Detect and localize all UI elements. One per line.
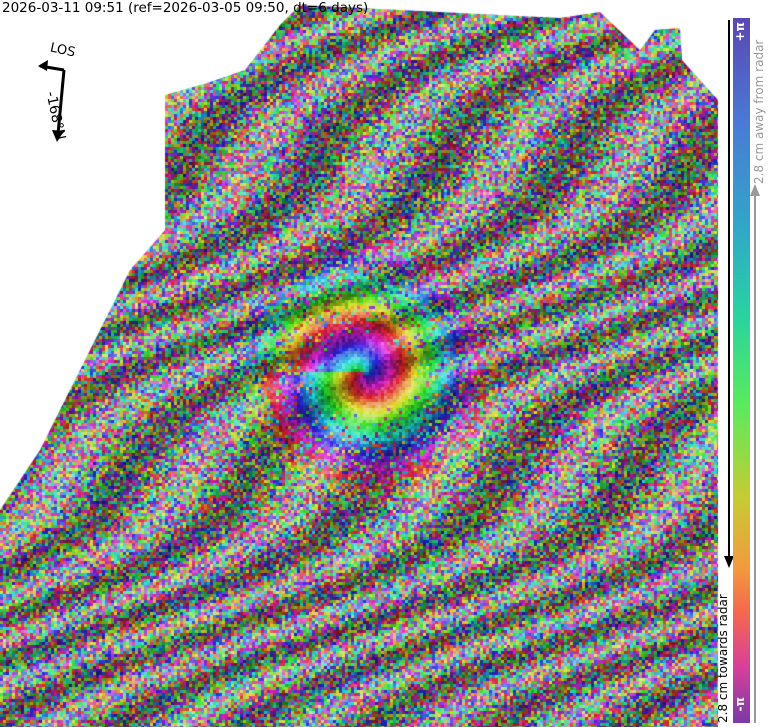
away-from-radar-label: 2.8 cm away from radar [752,39,766,184]
colorbar-arrows [724,20,760,723]
colorbar-max-label: +π [733,22,747,42]
phase-colorbar [733,18,750,723]
towards-radar-label: 2.8 cm towards radar [716,594,730,723]
los-heading-arrow-icon [38,60,66,142]
map-title: 2026-03-11 09:51 (ref=2026-03-05 09:50, … [2,0,369,16]
colorbar-min-label: -π [733,697,747,712]
